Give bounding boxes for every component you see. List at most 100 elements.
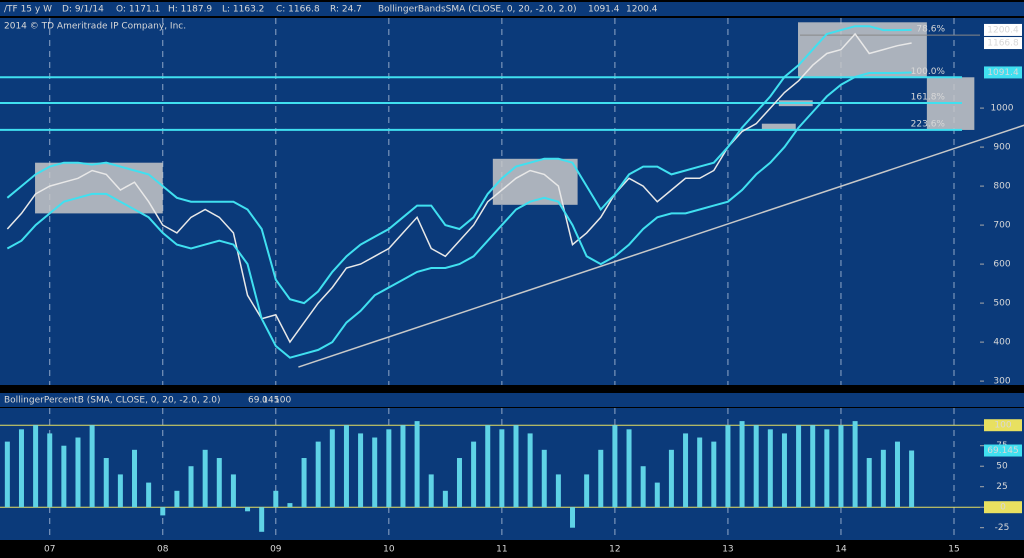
bar (767, 429, 773, 508)
bar (697, 437, 703, 508)
value-tag (984, 37, 1022, 50)
value-tag-label: 0 (1000, 503, 1006, 513)
bar (725, 425, 731, 508)
fib-label: 161.8% (911, 93, 946, 103)
bar (654, 482, 660, 508)
y-tick-label: 25 (996, 482, 1007, 492)
x-tick-label: 09 (270, 545, 282, 555)
range-box (492, 158, 578, 205)
bar (909, 450, 915, 508)
value-tag (984, 419, 1022, 432)
y-tick-label: 500 (993, 299, 1010, 309)
bar (527, 433, 533, 508)
bar (273, 490, 279, 508)
study-value: 1091.4 (588, 5, 620, 15)
bar (499, 429, 505, 508)
x-tick-label: 14 (835, 545, 847, 555)
bar (753, 425, 759, 508)
bar (880, 449, 886, 508)
bar (202, 449, 208, 508)
bar (541, 449, 547, 508)
bar (739, 421, 745, 508)
x-tick-label: 08 (157, 545, 169, 555)
band-line (6, 71, 912, 359)
bar (668, 449, 674, 508)
value-tag-label: 1166.8 (987, 39, 1019, 49)
x-tick-label: 07 (44, 545, 55, 555)
study-value: 100 (274, 396, 291, 406)
bar (358, 433, 364, 508)
price-header (0, 2, 1024, 16)
quote-info: R: 24.7 (330, 5, 362, 15)
band-line (6, 25, 912, 305)
study-value: 1200.4 (626, 5, 658, 15)
bar (838, 425, 844, 508)
bar (894, 441, 900, 508)
bar (117, 474, 123, 508)
quote-info: O: 1171.1 (116, 5, 160, 15)
bar (612, 425, 618, 508)
fib-label: 100.0% (911, 67, 946, 77)
quote-info: D: 9/1/14 (62, 5, 104, 15)
bar (4, 441, 10, 508)
value-tag (984, 501, 1022, 514)
bar (781, 433, 787, 508)
x-tick-label: 10 (383, 545, 395, 555)
bar (485, 425, 491, 508)
value-tag-label: 1200.4 (987, 25, 1019, 35)
bar (626, 429, 632, 508)
bar (329, 429, 335, 508)
copyright: 2014 © TD Ameritrade IP Company, Inc. (4, 22, 186, 32)
fib-label: 78.6% (916, 25, 945, 35)
bar (598, 449, 604, 508)
range-box (761, 123, 796, 130)
value-tag (984, 66, 1022, 79)
price-line (6, 32, 912, 344)
x-tick-label: 13 (722, 545, 733, 555)
range-box (35, 162, 163, 214)
bar (386, 429, 392, 508)
bar (866, 458, 872, 508)
trendline (298, 124, 1024, 368)
study-value: 0 (262, 396, 268, 406)
bar (259, 507, 265, 532)
quote-info: C: 1166.8 (276, 5, 320, 15)
fib-label: 223.6% (911, 119, 946, 129)
bar (796, 425, 802, 508)
range-box (798, 22, 927, 77)
bar (103, 458, 109, 508)
y-tick-label: 700 (993, 221, 1010, 231)
value-tag (984, 444, 1022, 457)
bar (245, 507, 251, 512)
value-tag-label: 69.145 (987, 446, 1019, 456)
y-tick-label: 800 (993, 182, 1010, 192)
bar (400, 425, 406, 508)
bar (33, 425, 39, 508)
bar (428, 474, 434, 508)
bar (824, 429, 830, 508)
bar (301, 458, 307, 508)
x-tick-label: 15 (948, 545, 959, 555)
bar (852, 421, 858, 508)
bar (471, 441, 477, 508)
value-tag-label: 1091.4 (987, 68, 1019, 78)
bar (47, 433, 53, 508)
bar (18, 429, 24, 508)
bar (75, 437, 81, 508)
y-tick-label: 600 (993, 260, 1010, 270)
bar (570, 507, 576, 528)
bar (132, 449, 138, 508)
study-name: BollingerPercentB (SMA, CLOSE, 0, 20, -2… (4, 396, 221, 406)
y-tick-label: 400 (993, 338, 1010, 348)
y-tick-label: 50 (996, 462, 1008, 472)
bar (584, 474, 590, 508)
bar (230, 474, 236, 508)
bar (146, 482, 152, 508)
bar (711, 441, 717, 508)
quote-info: L: 1163.2 (222, 5, 264, 15)
bar (372, 437, 378, 508)
study-name: BollingerBandsSMA (CLOSE, 0, 20, -2.0, 2… (378, 5, 577, 15)
y-tick-label: 900 (993, 143, 1010, 153)
y-tick-label: 1000 (991, 104, 1014, 114)
